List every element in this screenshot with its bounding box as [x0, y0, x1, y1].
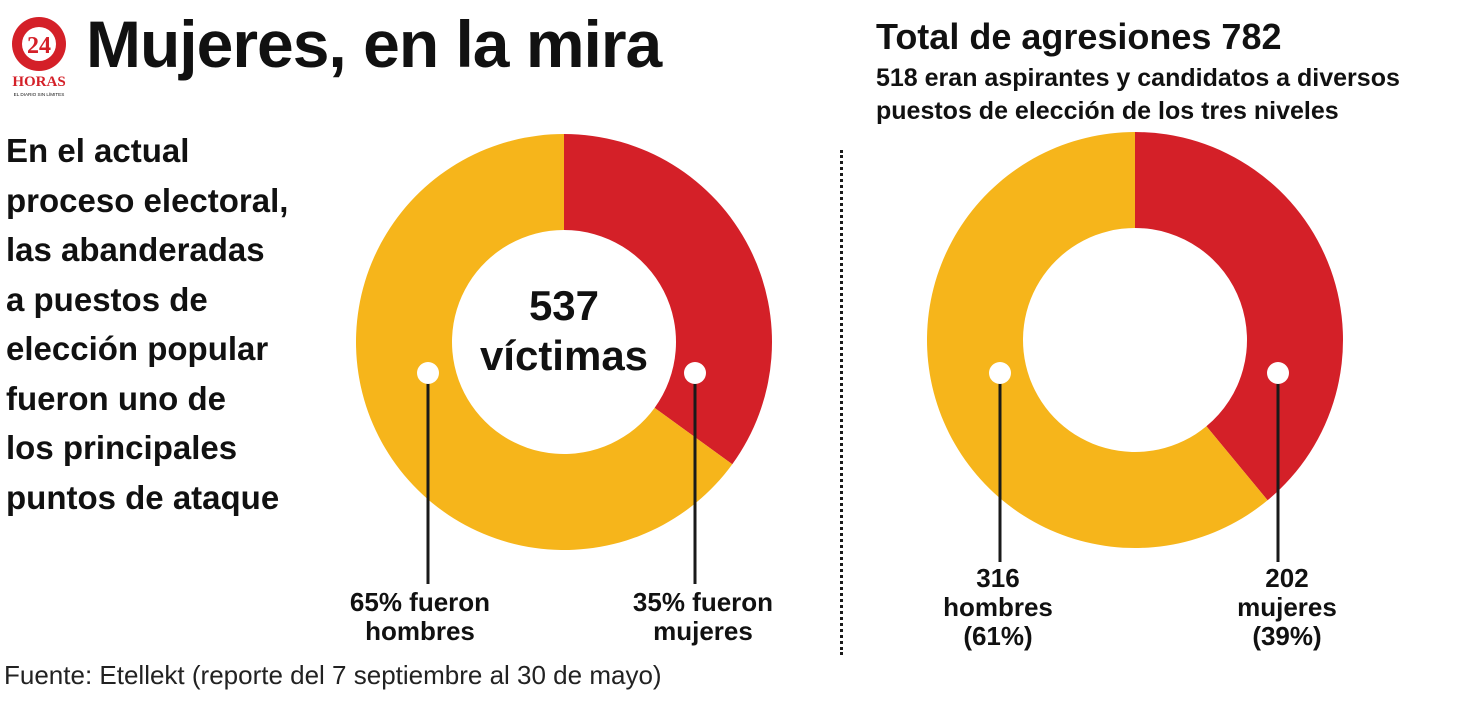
label-line: hombres	[943, 592, 1053, 622]
page-title: Mujeres, en la mira	[86, 7, 662, 81]
subtitle-line: 518 eran aspirantes y candidatos a diver…	[876, 64, 1400, 92]
intro-line: los principales	[6, 429, 238, 466]
intro-line: fueron uno de	[6, 379, 226, 417]
donut-slice-hombres	[927, 132, 1268, 548]
donut-center-text: 537	[529, 282, 599, 329]
logo-word: HORAS	[12, 74, 65, 90]
intro-line: las abanderadas	[6, 231, 265, 268]
logo-inner	[22, 27, 56, 61]
leader-dot-hombres	[989, 362, 1011, 384]
label-line: mujeres	[1237, 592, 1337, 622]
total-aggressions-title: Total de agresiones 782	[876, 16, 1282, 57]
logo-number: 24	[27, 33, 51, 59]
leader-dot-mujeres	[1267, 362, 1289, 384]
label-line: (39%)	[1252, 621, 1322, 651]
source-note: Fuente: Etellekt (reporte del 7 septiemb…	[4, 660, 662, 690]
label-line: hombres	[365, 616, 475, 646]
intro-line: a puestos de	[6, 280, 208, 318]
donut-slice-hombres	[355, 134, 733, 551]
label-chart1-hombres: 65% fueron hombres	[340, 588, 500, 646]
donut-center-text: víctimas	[480, 332, 648, 379]
label-line: 65% fueron	[349, 587, 491, 617]
leader-dot-hombres	[417, 362, 439, 384]
label-chart2-hombres: 316 hombres (61%)	[928, 564, 1068, 651]
intro-text: En el actual proceso electoral, las aban…	[6, 126, 326, 522]
intro-line: proceso electoral,	[6, 181, 289, 219]
donut-slice-mujeres	[1135, 132, 1343, 501]
leader-dot-mujeres	[684, 362, 706, 384]
intro-line: elección popular	[6, 330, 269, 367]
subtitle-line: puestos de elección de los tres niveles	[876, 97, 1339, 125]
total-aggressions-subtitle: 518 eran aspirantes y candidatos a diver…	[876, 62, 1466, 128]
label-line: 202	[1265, 563, 1309, 593]
label-line: 35% fueron	[632, 587, 774, 617]
label-chart1-mujeres: 35% fueron mujeres	[623, 588, 783, 646]
dotted-divider	[840, 150, 843, 655]
label-line: (61%)	[963, 621, 1033, 651]
label-line: mujeres	[653, 616, 753, 646]
intro-line: puntos de ataque	[6, 478, 280, 516]
logo-24-horas: 24 HORAS EL DIARIO SIN LÍMITES	[12, 17, 66, 97]
donut-slice-mujeres	[564, 134, 772, 465]
intro-line: En el actual	[6, 132, 190, 169]
label-line: 316	[976, 563, 1020, 593]
logo-tagline: EL DIARIO SIN LÍMITES	[14, 91, 65, 97]
label-chart2-mujeres: 202 mujeres (39%)	[1217, 564, 1357, 651]
